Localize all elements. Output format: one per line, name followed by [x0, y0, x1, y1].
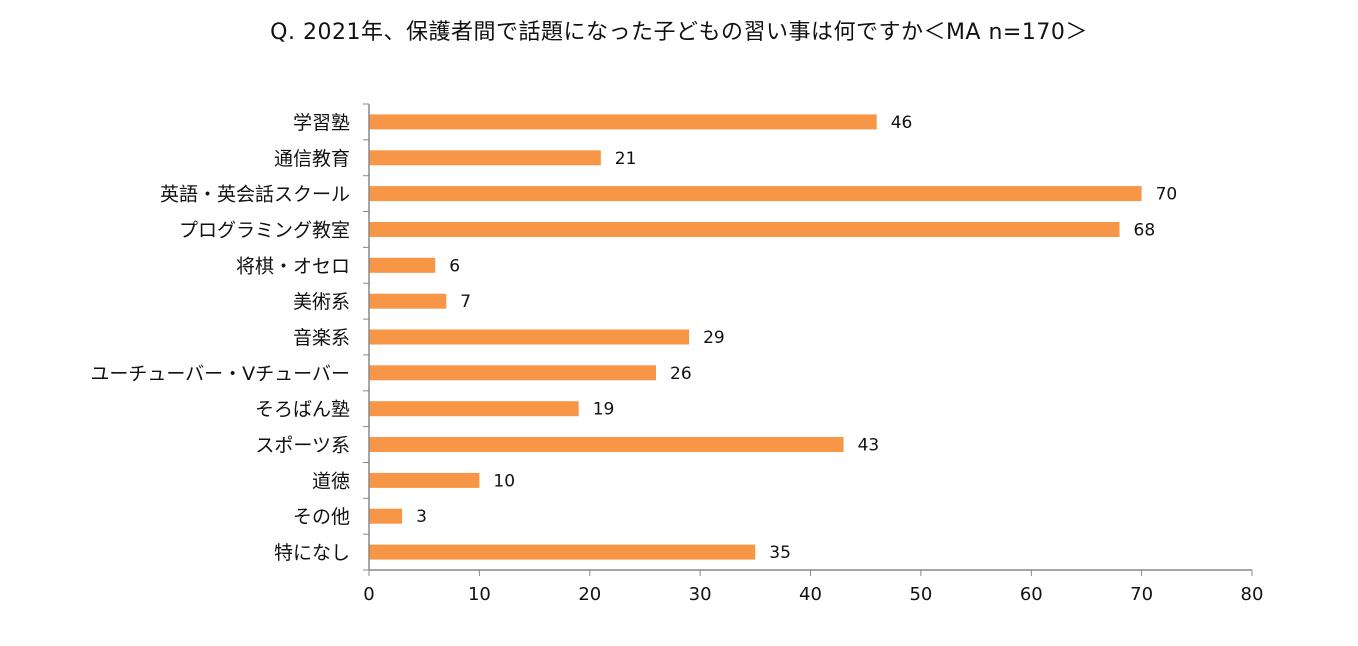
category-label: 学習塾 [293, 112, 350, 134]
category-label: ユーチューバー・Vチューバー [90, 363, 350, 385]
data-label: 6 [449, 256, 460, 276]
data-label: 70 [1156, 185, 1178, 205]
bar [369, 150, 601, 166]
bar [369, 365, 656, 381]
x-tick-label: 70 [1130, 584, 1153, 605]
data-label: 7 [460, 292, 471, 312]
category-label: 将棋・オセロ [236, 255, 350, 277]
bar [369, 401, 579, 417]
axes-layer [363, 103, 1253, 576]
bar [369, 329, 690, 345]
category-label: 特になし [274, 542, 350, 564]
chart-title: Q. 2021年、保護者間で話題になった子どもの習い事は何ですか＜MA n=17… [270, 20, 1088, 45]
category-label: そろばん塾 [255, 399, 350, 421]
category-label: その他 [293, 506, 350, 528]
category-label: 通信教育 [274, 148, 350, 170]
data-label: 43 [858, 436, 880, 456]
category-label: プログラミング教室 [179, 220, 350, 242]
category-label: 音楽系 [293, 327, 350, 349]
x-tick-label: 80 [1241, 584, 1264, 605]
data-label: 21 [615, 149, 637, 169]
category-label: 英語・英会話スクール [160, 184, 350, 206]
data-label: 10 [493, 471, 515, 491]
x-tick-label: 0 [363, 584, 374, 605]
data-label: 19 [593, 400, 615, 420]
x-tick-label: 50 [909, 584, 932, 605]
category-label: 美術系 [293, 291, 350, 313]
bars-layer [369, 114, 1142, 560]
bar [369, 437, 844, 452]
bar [369, 293, 447, 309]
x-tick-label: 20 [578, 584, 601, 605]
category-label: スポーツ系 [255, 435, 350, 457]
x-tick-label: 10 [468, 584, 491, 605]
bar [369, 472, 480, 488]
data-label: 68 [1134, 221, 1156, 241]
labels-layer: 46学習塾21通信教育70英語・英会話スクール68プログラミング教室6将棋・オセ… [90, 112, 1263, 605]
data-label: 3 [416, 507, 427, 527]
data-label: 46 [891, 113, 913, 133]
x-tick-label: 40 [799, 584, 822, 605]
bar [369, 508, 403, 524]
bar [369, 257, 436, 273]
bar [369, 544, 756, 560]
x-tick-label: 60 [1020, 584, 1043, 605]
bar [369, 186, 1142, 202]
data-label: 35 [769, 543, 791, 563]
data-label: 29 [703, 328, 725, 348]
bar [369, 222, 1120, 237]
bar [369, 114, 877, 130]
x-tick-label: 30 [689, 584, 712, 605]
data-label: 26 [670, 364, 692, 384]
category-label: 道徳 [312, 470, 350, 492]
